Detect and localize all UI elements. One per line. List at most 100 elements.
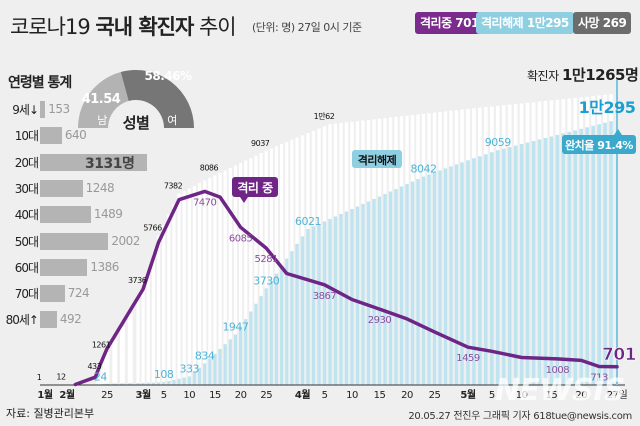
released-bar (366, 201, 371, 385)
released-bar (361, 203, 365, 385)
released-label: 1947 (222, 321, 248, 334)
confirmed-bar (254, 155, 258, 385)
released-bar (531, 141, 536, 385)
released-bar (549, 136, 554, 385)
age-label: 70대 (14, 287, 39, 302)
released-bar (290, 251, 294, 385)
released-bar (233, 334, 238, 385)
age-value: 1386 (90, 259, 119, 274)
confirmed-bar (146, 270, 150, 385)
confirmed-bar (264, 150, 268, 385)
title-part: 추이 (198, 15, 237, 39)
released-tag: 격리해제 (358, 153, 397, 167)
age-value: 492 (59, 312, 82, 327)
x-tick-label: 15 (374, 390, 386, 401)
released-bar (203, 363, 207, 385)
released-bar (372, 198, 376, 385)
released-bar (438, 170, 442, 385)
confirmed-label: 1261 (92, 340, 111, 349)
isolation-label: 3867 (313, 291, 337, 302)
released-total-label: 1만295 (579, 98, 636, 117)
released-bar (192, 372, 197, 385)
released-bar (460, 162, 464, 385)
age-bar (40, 101, 46, 118)
released-bar (306, 228, 310, 385)
released-bar (355, 206, 360, 385)
age-bar (40, 127, 62, 145)
confirmed-label: 1 (37, 373, 42, 382)
x-tick-label: 4월 (295, 389, 310, 401)
title-part: 코로나19 (10, 15, 91, 39)
released-bar (317, 223, 321, 385)
title-bold: 국내 확진자 (95, 15, 194, 39)
released-bar (388, 191, 393, 385)
x-tick-label: 5 (322, 390, 328, 401)
age-value: 153 (48, 102, 70, 116)
age-bar (40, 232, 109, 250)
age-value: 1248 (85, 180, 115, 195)
age-bar (40, 258, 88, 276)
released-tag-box (352, 150, 402, 168)
confirmed-label: 8086 (200, 163, 219, 172)
released-bar (311, 226, 316, 385)
confirmed-bar (177, 193, 181, 385)
age-label: 40대 (14, 208, 39, 223)
x-tick-label: 5 (489, 390, 495, 401)
released-bar (573, 130, 578, 385)
released-label: 333 (180, 362, 200, 375)
released-bar (162, 382, 166, 385)
female-pct: 58.46% (145, 69, 192, 83)
age-label: 30대 (14, 181, 39, 196)
confirmed-bar (203, 180, 207, 385)
released-bar (136, 383, 140, 385)
age-bar (40, 311, 57, 329)
released-bar (537, 139, 542, 385)
confirmed-bar (233, 165, 238, 385)
isolation-label: 1008 (546, 365, 570, 376)
released-bar (432, 172, 437, 385)
released-bar (264, 288, 268, 385)
confirmed-bar (182, 191, 186, 385)
age-label: 9세↓ (12, 103, 39, 117)
gender-title: 성별 (123, 114, 150, 132)
released-bar (254, 303, 258, 385)
released-bar (238, 326, 243, 385)
confirmed-bar (99, 373, 101, 385)
female-label: 여 (167, 114, 177, 127)
released-bar (513, 145, 518, 385)
released-bar (244, 319, 248, 385)
newsis-watermark: NEWSIS (495, 373, 625, 408)
released-bar (454, 164, 459, 385)
confirmed-bar (274, 146, 279, 385)
released-label: 8042 (411, 163, 437, 176)
isolation-label: 6085 (229, 233, 253, 244)
released-bar (585, 127, 590, 385)
released-bar (472, 158, 476, 385)
released-bar (156, 382, 161, 385)
released-bar (182, 377, 186, 385)
recovery-rate-pointer (614, 129, 622, 135)
isolation-label: 5281 (254, 254, 278, 265)
isolation-tag-box (232, 177, 278, 197)
released-bar (416, 179, 420, 385)
released-bar (177, 378, 181, 385)
released-bar (141, 382, 145, 385)
isolation-label: 713 (590, 373, 608, 384)
released-bar (478, 156, 482, 385)
confirmed-label: 7382 (164, 182, 183, 191)
confirmed-bar (187, 188, 191, 385)
confirmed-label: 12 (56, 373, 66, 382)
released-bar (350, 208, 354, 385)
x-tick-label: 20 (235, 390, 247, 401)
gender-male-arc (78, 72, 129, 128)
x-tick-label: 27일 (607, 389, 628, 401)
released-bar (280, 266, 284, 385)
released-bar (213, 353, 217, 385)
released-bar (483, 154, 488, 385)
x-tick-label: 15 (209, 390, 221, 401)
released-bar (339, 213, 343, 385)
confirmed-bar (213, 175, 217, 385)
age-label: 20대 (14, 155, 39, 170)
x-tick-label: 20 (401, 390, 413, 401)
